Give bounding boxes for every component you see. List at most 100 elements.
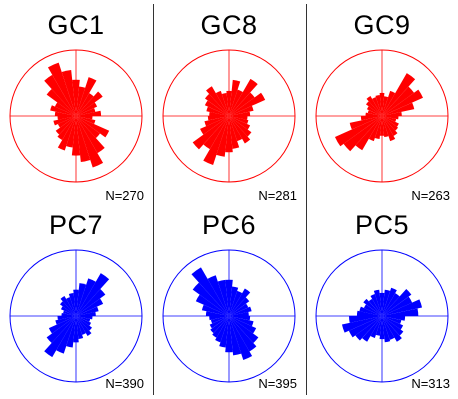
rose-petal — [215, 316, 229, 343]
rose-panel-gc8: GC8 N=281 — [153, 0, 305, 203]
rose-petal — [206, 86, 229, 116]
rose-petal — [61, 312, 76, 316]
panel-title: GC9 — [353, 10, 411, 40]
rose-petal — [209, 316, 229, 321]
rose-petal — [217, 279, 229, 316]
rose-petal — [57, 116, 76, 128]
rose-petal — [229, 116, 249, 125]
rose-petal — [365, 101, 382, 116]
rose-petal — [203, 116, 229, 165]
rose-petal — [229, 316, 257, 352]
rose-petal — [76, 273, 110, 316]
rose-petal — [54, 111, 76, 116]
rose-petal — [60, 295, 76, 316]
rose-petal — [382, 293, 400, 316]
rose-petal — [76, 110, 102, 116]
rose-petal — [46, 316, 76, 343]
rose-petal — [382, 289, 391, 316]
rose-petal — [200, 116, 229, 135]
rose-petal — [382, 116, 389, 137]
rose-petal — [46, 89, 76, 116]
rose-petal — [221, 93, 229, 116]
rose-petal — [76, 107, 96, 116]
rose-petal — [382, 316, 406, 321]
rose-petal — [210, 316, 229, 324]
rose-petal — [382, 287, 397, 316]
rose-petal — [382, 86, 415, 116]
sample-count-label: N=395 — [258, 376, 297, 391]
rose-plot — [9, 249, 143, 383]
rose-petal — [76, 289, 106, 316]
rose-petals — [334, 73, 423, 152]
rose-petal — [76, 306, 99, 316]
rose-petal — [372, 97, 382, 116]
rose-petal — [382, 308, 419, 316]
rose-petal — [368, 298, 382, 316]
rose-petal — [229, 288, 251, 316]
rose-petal — [349, 116, 382, 130]
rose-petal — [68, 293, 76, 316]
rose-panel-gc1: GC1 N=270 — [0, 0, 152, 203]
rose-petal — [229, 116, 252, 137]
rose-petal — [61, 70, 76, 116]
rose-plot — [9, 49, 143, 183]
rose-petal — [368, 116, 382, 142]
rose-petal — [229, 306, 252, 316]
rose-plot — [315, 49, 449, 183]
rose-petal — [76, 283, 87, 316]
rose-petal — [212, 316, 229, 338]
rose-petal — [229, 116, 243, 142]
rose-petal — [341, 316, 382, 333]
rose-petals — [44, 62, 110, 168]
rose-petal — [362, 316, 382, 342]
rose-petals — [44, 273, 110, 358]
rose-petal — [229, 297, 250, 316]
rose-petal — [76, 116, 101, 139]
rose-petal — [229, 311, 249, 316]
rose-petal — [382, 73, 416, 116]
rose-petal — [76, 298, 104, 316]
rose-petal — [76, 311, 96, 316]
rose-petal — [76, 316, 93, 331]
sample-count-label: N=281 — [258, 188, 297, 203]
rose-petal — [229, 92, 266, 116]
rose-petal — [360, 116, 382, 121]
rose-petal — [374, 116, 382, 139]
panel-title: PC7 — [48, 210, 104, 240]
rose-petal — [76, 278, 96, 316]
rose-petal — [375, 316, 382, 336]
rose-petal — [382, 316, 402, 342]
rose-petal — [76, 316, 84, 339]
rose-petal — [76, 86, 86, 116]
rose-petal — [76, 116, 93, 120]
rose-petal — [63, 310, 76, 316]
rose-petal — [60, 306, 76, 316]
rose-petal — [382, 116, 399, 131]
rose-petal — [229, 316, 257, 334]
rose-panel-pc5: PC5 N=313 — [306, 200, 458, 399]
rose-petal — [229, 316, 253, 360]
rose-petal — [229, 116, 251, 130]
rose-panel-pc6: PC6 N=395 — [153, 200, 305, 399]
rose-petal — [48, 316, 76, 334]
rose-petal — [206, 106, 229, 116]
rose-petal — [375, 95, 382, 116]
rose-petal — [382, 116, 399, 120]
rose-petal — [55, 116, 76, 135]
rose-petal — [76, 77, 97, 116]
rose-plot — [162, 49, 296, 183]
rose-petal — [201, 304, 229, 316]
sample-count-label: N=263 — [411, 188, 450, 203]
rose-petal — [382, 296, 413, 316]
rose-petal — [205, 311, 229, 316]
rose-petal — [47, 62, 76, 116]
rose-petal — [229, 116, 240, 149]
rose-petal — [66, 116, 76, 148]
sample-count-label: N=270 — [105, 188, 144, 203]
rose-petal — [204, 116, 229, 127]
rose-petal — [219, 316, 229, 348]
rose-petal — [229, 89, 243, 116]
rose-petal — [382, 316, 395, 340]
rose-petal — [382, 89, 423, 116]
rose-petal — [229, 316, 259, 343]
